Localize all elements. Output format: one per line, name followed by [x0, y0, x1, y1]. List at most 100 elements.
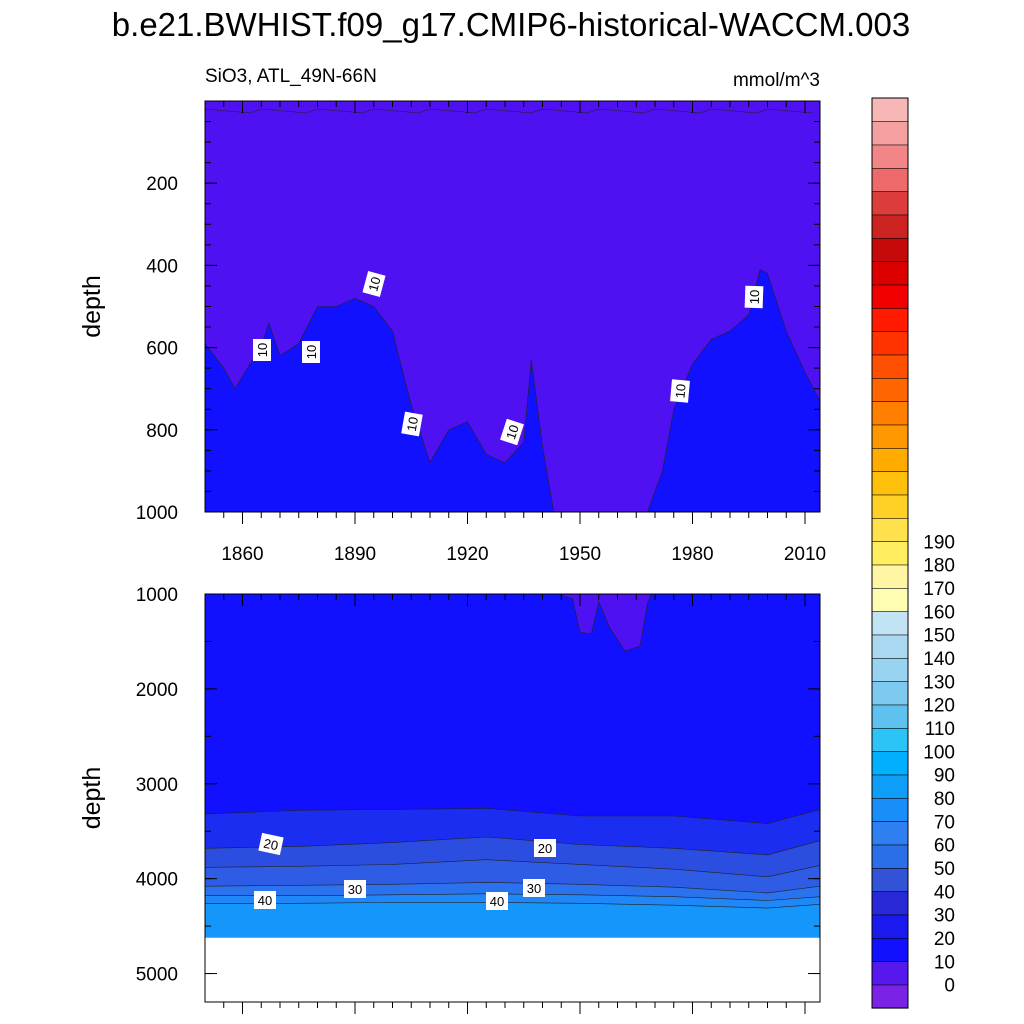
colorbar-swatch [871, 191, 909, 216]
colorbar-swatch [871, 937, 909, 962]
contour-label: 20 [258, 832, 284, 856]
contour-label-text: 10 [503, 423, 522, 441]
contour-label: 40 [254, 891, 276, 909]
contour-label-text: 10 [404, 416, 421, 433]
colorbar-swatch [871, 447, 909, 472]
colorbar-label: 120 [923, 696, 955, 717]
contour-label: 30 [523, 879, 545, 897]
y-tick-label: 200 [146, 174, 178, 195]
colorbar-label: 100 [923, 742, 955, 763]
colorbar-label: 110 [925, 719, 955, 740]
contour-label-text: 10 [672, 383, 688, 399]
contour-label-bg [534, 839, 556, 857]
colorbar-label: 90 [934, 766, 955, 787]
y-tick-label: 400 [146, 256, 178, 277]
colorbar-frame [871, 97, 909, 1009]
contour-label: 40 [486, 892, 508, 910]
contour-label-text: 40 [490, 894, 504, 909]
colorbar-swatch [871, 657, 909, 682]
contour-label-bg [401, 411, 423, 437]
colorbar-swatch [871, 984, 909, 1009]
contour-label: 10 [744, 285, 764, 309]
colorbar-label: 180 [923, 556, 955, 577]
contour-label-bg [523, 879, 545, 897]
contour-label-text: 10 [255, 343, 270, 357]
colorbar-label: 190 [923, 532, 955, 553]
x-tick-label: 2010 [784, 544, 826, 565]
variable-label: SiO3, ATL_49N-66N [205, 66, 377, 87]
surface-contour [204, 108, 813, 114]
contour-band-45 [204, 902, 821, 938]
y-tick-label: 600 [146, 339, 178, 360]
colorbar-swatch [871, 774, 909, 799]
colorbar-swatch [871, 844, 909, 869]
chart-title: b.e21.BWHIST.f09_g17.CMIP6-historical-WA… [112, 6, 910, 43]
colorbar-swatch [871, 611, 909, 636]
colorbar-label: 140 [923, 649, 955, 670]
contour-10-region [204, 269, 821, 513]
y-axis-label: depth [78, 275, 106, 338]
colorbar-swatch [871, 564, 909, 589]
colorbar-swatch [871, 401, 909, 426]
units-label: mmol/m^3 [733, 70, 820, 91]
contour-label-text: 10 [747, 290, 762, 305]
contour-label-bg [302, 341, 320, 363]
contour-label-bg [362, 271, 386, 297]
contour-label-bg [500, 418, 524, 446]
colorbar-label: 160 [923, 602, 955, 623]
colorbar-label: 10 [934, 952, 955, 973]
colorbar-swatch [871, 867, 909, 892]
colorbar-label: 80 [934, 789, 955, 810]
colorbar-label: 130 [923, 672, 955, 693]
colorbar-swatch [871, 751, 909, 776]
y-tick-label: 5000 [136, 965, 178, 986]
colorbar-label: 40 [934, 882, 955, 903]
colorbar-swatch [871, 821, 909, 846]
y-tick-label: 3000 [136, 775, 178, 796]
contour-10-intrusion [557, 593, 652, 652]
contour-label-bg [253, 339, 271, 361]
colorbar-swatch [871, 891, 909, 916]
colorbar-swatch [871, 331, 909, 356]
colorbar-swatch [871, 424, 909, 449]
colorbar-swatch [871, 284, 909, 309]
x-tick-label: 1950 [559, 544, 601, 565]
colorbar-swatch [871, 704, 909, 729]
y-tick-label: 1000 [136, 503, 178, 524]
colorbar-swatch [871, 494, 909, 519]
colorbar-label: 0 [944, 976, 955, 997]
colorbar-swatch [871, 634, 909, 659]
contour-label-bg [670, 379, 690, 403]
contour-label-bg [254, 891, 276, 909]
colorbar-swatch [871, 541, 909, 566]
contour-label-bg [344, 880, 366, 898]
contour-label-text: 10 [304, 345, 319, 359]
colorbar-swatch [871, 307, 909, 332]
colorbar-swatch [871, 961, 909, 986]
contour-label-bg [486, 892, 508, 910]
colorbar-swatch [871, 727, 909, 752]
contour-label: 10 [670, 379, 690, 403]
colorbar-swatch [871, 471, 909, 496]
x-tick-label: 1920 [446, 544, 488, 565]
contour-label: 20 [534, 839, 556, 857]
contour-label: 10 [362, 271, 386, 297]
y-tick-label: 4000 [136, 870, 178, 891]
colorbar-swatch [871, 377, 909, 402]
colorbar-swatch [871, 261, 909, 286]
colorbar-swatch [871, 214, 909, 239]
x-tick-label: 1890 [334, 544, 376, 565]
colorbar-swatch [871, 587, 909, 612]
colorbar-swatch [871, 681, 909, 706]
lower-panel: 1000 2000 3000 4000 5000 depth 20 20 30 30 40 40 [78, 585, 821, 1014]
y-axis-label: depth [78, 767, 106, 830]
contour-label: 10 [401, 411, 423, 437]
contour-label-text: 20 [538, 841, 552, 856]
colorbar-label: 70 [934, 812, 955, 833]
colorbar-swatch [871, 914, 909, 939]
colorbar-swatch [871, 237, 909, 262]
contour-label: 10 [302, 341, 320, 363]
colorbar-swatch [871, 797, 909, 822]
